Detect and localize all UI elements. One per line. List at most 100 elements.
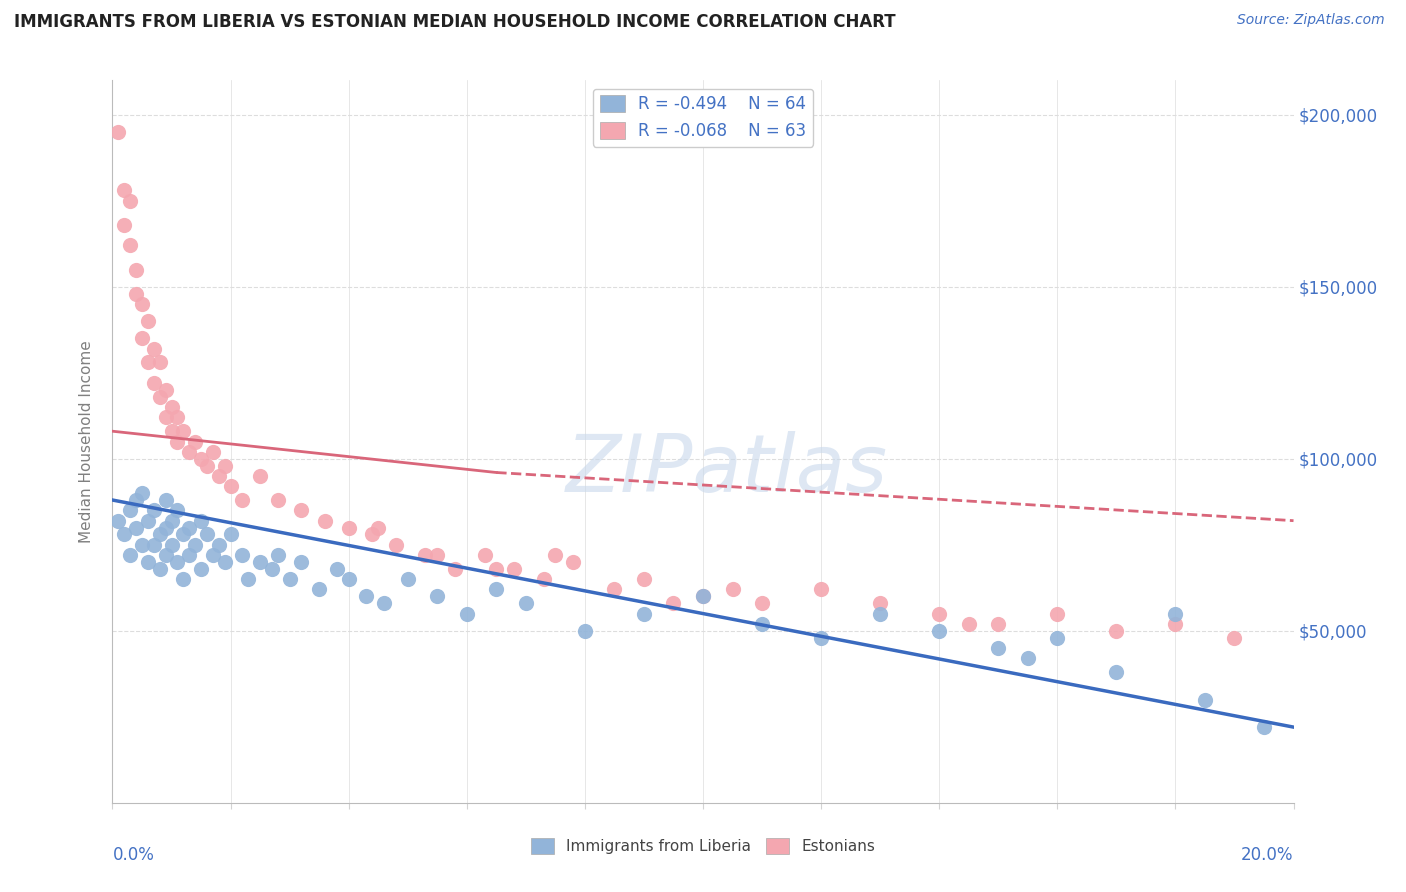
- Point: [166, 434, 188, 449]
- Legend: Immigrants from Liberia, Estonians: Immigrants from Liberia, Estonians: [524, 832, 882, 860]
- Point: [249, 555, 271, 569]
- Point: [179, 445, 201, 459]
- Point: [1194, 692, 1216, 706]
- Point: [208, 469, 231, 483]
- Point: [278, 572, 301, 586]
- Point: [172, 424, 194, 438]
- Point: [160, 424, 183, 438]
- Point: [533, 572, 555, 586]
- Point: [125, 493, 148, 508]
- Point: [160, 538, 183, 552]
- Y-axis label: Median Household Income: Median Household Income: [79, 340, 94, 543]
- Point: [396, 572, 419, 586]
- Point: [190, 451, 212, 466]
- Point: [125, 286, 148, 301]
- Point: [155, 520, 177, 534]
- Text: 0.0%: 0.0%: [112, 847, 155, 864]
- Point: [361, 527, 384, 541]
- Point: [515, 596, 537, 610]
- Point: [314, 514, 336, 528]
- Point: [373, 596, 395, 610]
- Point: [1046, 607, 1069, 621]
- Point: [155, 410, 177, 425]
- Point: [337, 520, 360, 534]
- Point: [267, 493, 290, 508]
- Point: [692, 590, 714, 604]
- Point: [136, 514, 159, 528]
- Point: [201, 548, 224, 562]
- Point: [474, 548, 496, 562]
- Point: [326, 562, 349, 576]
- Point: [869, 596, 891, 610]
- Point: [751, 596, 773, 610]
- Text: ZIPatlas: ZIPatlas: [565, 432, 887, 509]
- Point: [928, 624, 950, 638]
- Point: [155, 383, 177, 397]
- Point: [1105, 665, 1128, 679]
- Point: [166, 555, 188, 569]
- Point: [131, 538, 153, 552]
- Point: [603, 582, 626, 597]
- Point: [155, 548, 177, 562]
- Point: [444, 562, 467, 576]
- Point: [987, 616, 1010, 631]
- Point: [238, 572, 260, 586]
- Point: [195, 527, 218, 541]
- Point: [633, 572, 655, 586]
- Point: [957, 616, 980, 631]
- Point: [503, 562, 526, 576]
- Point: [142, 376, 165, 390]
- Point: [260, 562, 283, 576]
- Point: [184, 434, 207, 449]
- Point: [195, 458, 218, 473]
- Point: [662, 596, 685, 610]
- Point: [120, 548, 142, 562]
- Point: [231, 548, 253, 562]
- Point: [574, 624, 596, 638]
- Point: [172, 527, 194, 541]
- Point: [112, 183, 135, 197]
- Point: [136, 355, 159, 369]
- Point: [1046, 631, 1069, 645]
- Point: [149, 562, 172, 576]
- Text: 20.0%: 20.0%: [1241, 847, 1294, 864]
- Point: [125, 262, 148, 277]
- Point: [179, 520, 201, 534]
- Point: [149, 355, 172, 369]
- Point: [1164, 616, 1187, 631]
- Point: [1164, 607, 1187, 621]
- Point: [426, 548, 449, 562]
- Point: [544, 548, 567, 562]
- Point: [267, 548, 290, 562]
- Point: [810, 582, 832, 597]
- Point: [107, 125, 129, 139]
- Point: [112, 527, 135, 541]
- Point: [485, 562, 508, 576]
- Point: [367, 520, 389, 534]
- Point: [142, 503, 165, 517]
- Point: [201, 445, 224, 459]
- Point: [120, 238, 142, 252]
- Point: [987, 640, 1010, 655]
- Point: [337, 572, 360, 586]
- Point: [1105, 624, 1128, 638]
- Point: [692, 590, 714, 604]
- Point: [290, 555, 312, 569]
- Point: [112, 218, 135, 232]
- Point: [142, 342, 165, 356]
- Point: [107, 514, 129, 528]
- Point: [1253, 720, 1275, 734]
- Point: [166, 410, 188, 425]
- Point: [219, 527, 242, 541]
- Point: [721, 582, 744, 597]
- Point: [149, 390, 172, 404]
- Point: [179, 548, 201, 562]
- Point: [120, 503, 142, 517]
- Point: [751, 616, 773, 631]
- Point: [120, 194, 142, 208]
- Point: [290, 503, 312, 517]
- Point: [385, 538, 408, 552]
- Point: [190, 562, 212, 576]
- Point: [1017, 651, 1039, 665]
- Point: [214, 458, 236, 473]
